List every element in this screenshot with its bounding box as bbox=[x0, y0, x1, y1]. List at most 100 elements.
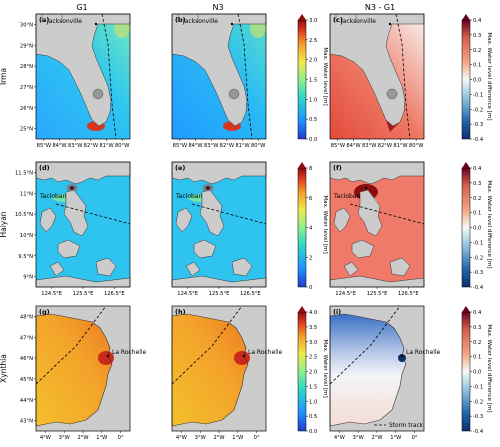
colorbar-extend-top bbox=[462, 14, 470, 20]
colorbar-extend-top bbox=[298, 14, 306, 20]
land-polygon bbox=[95, 257, 117, 277]
colorbar-extend-top bbox=[298, 162, 306, 168]
city-label: Tacloban bbox=[333, 193, 360, 200]
panel-frame bbox=[35, 13, 131, 140]
colorbar-tick-label: 4.0 bbox=[309, 310, 317, 316]
x-tick-label: 124.5°E bbox=[177, 291, 198, 297]
colorbar-gradient bbox=[461, 167, 471, 288]
colorbar-gradient bbox=[297, 311, 307, 432]
x-tick-label: 125.5°E bbox=[367, 291, 388, 297]
colorbar-tick-label: 3.0 bbox=[309, 18, 317, 24]
x-tick-label: 1°W bbox=[96, 435, 107, 441]
colorbar-tick-label: 0.0 bbox=[309, 429, 317, 435]
city-marker bbox=[400, 354, 404, 358]
colorbar-tick-label: 2.0 bbox=[309, 370, 317, 376]
colorbar-tick-label: 0.4 bbox=[473, 166, 482, 172]
land-polygon bbox=[171, 13, 267, 127]
column-title-diff: N3 - G1 bbox=[365, 3, 395, 12]
map-panel: Jacksonville(c) 85°W 84°W 83°W 82°W 81°W 80°W bbox=[329, 13, 425, 149]
colorbar-tick-label: 0.0 bbox=[309, 137, 317, 143]
land-polygon bbox=[63, 189, 89, 237]
x-tick-label: 126.5°E bbox=[240, 291, 261, 297]
colorbar-tick-label: -0.4 bbox=[473, 285, 484, 291]
colorbar-tick-label: 3.5 bbox=[309, 325, 317, 331]
city-marker bbox=[230, 22, 234, 26]
city-marker bbox=[388, 22, 392, 26]
city-marker bbox=[242, 354, 246, 358]
surge-hotspot bbox=[234, 351, 250, 365]
colorbar-tick-label: 1.5 bbox=[309, 78, 317, 84]
colorbar-tick-label: 0.3 bbox=[473, 33, 481, 39]
x-tick-label: 125.5°E bbox=[209, 291, 230, 297]
x-tick-label: 125.5°E bbox=[73, 291, 94, 297]
x-tick-label: 85°W bbox=[37, 143, 51, 149]
colorbar-extend-top bbox=[462, 162, 470, 168]
coastline bbox=[329, 313, 407, 427]
colorbar-tick-label: 3.0 bbox=[309, 340, 317, 346]
difference-colorbar: 0.4 0.3 0.2 0.1 0.0 -0.1 -0.2 -0.3 -0.4 Max. Wate… bbox=[461, 306, 492, 435]
lake bbox=[228, 88, 240, 100]
x-tick-label: 1°W bbox=[390, 435, 401, 441]
panel-letter: (i) bbox=[333, 308, 341, 316]
storm-track-line bbox=[35, 305, 107, 385]
x-tick-label: 3°W bbox=[195, 435, 206, 441]
land-polygon bbox=[389, 257, 411, 277]
x-tick-label: 2°W bbox=[77, 435, 88, 441]
land-polygon bbox=[343, 261, 359, 277]
colorbar-tick-label: 1.5 bbox=[309, 384, 317, 390]
colorbar-tick-label: 0.3 bbox=[473, 325, 481, 331]
map-panel: Tacloban (d) 124.5°E 125.5°E 126.5°E 11.5°N 11… bbox=[15, 161, 131, 297]
city-marker bbox=[364, 186, 368, 190]
panel-letter: (e) bbox=[175, 164, 185, 172]
colorbar-tick-label: -0.1 bbox=[473, 92, 483, 98]
border-line bbox=[41, 14, 63, 22]
x-tick-label: 0° bbox=[412, 435, 418, 441]
city-marker bbox=[106, 354, 110, 358]
colorbar-tick-label: -0.4 bbox=[473, 429, 484, 435]
city-label: La Rochelle bbox=[406, 349, 441, 356]
x-tick-label: 83°W bbox=[68, 143, 82, 149]
y-tick-label: 46°N bbox=[20, 356, 33, 362]
sea-field bbox=[172, 314, 248, 426]
colorbar-tick-label: 2.0 bbox=[309, 58, 317, 64]
colorbar-tick-label: -0.2 bbox=[473, 399, 483, 405]
x-tick-label: 83°W bbox=[204, 143, 218, 149]
colorbar-tick-label: 2.5 bbox=[309, 355, 317, 361]
panel-letter: (f) bbox=[333, 164, 342, 172]
x-tick-label: 1°W bbox=[232, 435, 243, 441]
land-polygon bbox=[231, 257, 253, 277]
panel-letter: (d) bbox=[39, 164, 50, 172]
colorbar-gradient bbox=[297, 19, 307, 140]
land-polygon bbox=[35, 13, 131, 127]
storm-track-legend: Storm track bbox=[374, 423, 424, 429]
x-tick-label: 124.5°E bbox=[335, 291, 356, 297]
storm-track-line bbox=[101, 13, 117, 140]
colorbar-tick-label: 2.5 bbox=[309, 38, 317, 44]
difference-colorbar: 0.4 0.3 0.2 0.1 0.0 -0.1 -0.2 -0.3 -0.4 Max. Wate… bbox=[461, 14, 492, 143]
y-tick-label: 44°N bbox=[20, 398, 33, 404]
land-polygon bbox=[333, 207, 351, 233]
map-panel: La Rochelle (g) 4°W 3°W 2°W 1°W 0° 48°N 47°N 46°N… bbox=[20, 305, 147, 441]
level-colorbar: 0.0 0.5 1.0 1.5 2.0 2.5 3.0 Max. Water level [m… bbox=[297, 14, 328, 143]
sea-field bbox=[36, 24, 130, 139]
x-tick-label: 3°W bbox=[353, 435, 364, 441]
storm-track-line bbox=[55, 203, 131, 225]
y-tick-label: 29°N bbox=[20, 43, 33, 49]
x-tick-label: 81°W bbox=[99, 143, 113, 149]
storm-track-line bbox=[349, 203, 425, 225]
difference-colorbar: 0.4 0.3 0.2 0.1 0.0 -0.1 -0.2 -0.3 -0.4 Max. Wate… bbox=[461, 162, 492, 291]
y-tick-label: 26°N bbox=[20, 106, 33, 112]
lake bbox=[386, 88, 398, 100]
city-marker bbox=[70, 186, 74, 190]
colorbar-tick-label: 1.0 bbox=[309, 97, 317, 103]
y-tick-label: 27°N bbox=[20, 85, 33, 91]
x-tick-label: 81°W bbox=[393, 143, 407, 149]
x-tick-label: 85°W bbox=[173, 143, 187, 149]
x-tick-label: 80°W bbox=[115, 143, 129, 149]
land-polygon bbox=[351, 239, 375, 259]
y-tick-label: 43°N bbox=[20, 419, 33, 425]
map-panel: Tacloban (f) 124.5°E 125.5°E 126.5°E bbox=[329, 161, 425, 297]
colorbar-tick-label: -0.1 bbox=[473, 384, 483, 390]
